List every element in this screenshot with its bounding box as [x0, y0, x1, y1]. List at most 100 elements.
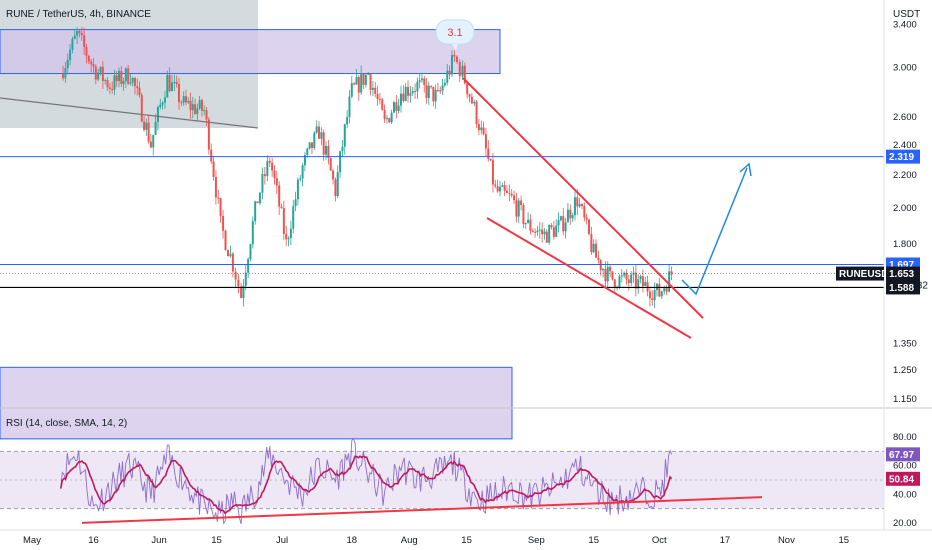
rsi-line[interactable] [60, 437, 673, 525]
candle-body [494, 184, 497, 187]
candle-body [341, 146, 344, 152]
candle-body [115, 75, 118, 82]
candle-body [147, 122, 150, 142]
candle-body [318, 126, 320, 139]
candle-body [491, 160, 494, 185]
wedge-upper-line[interactable] [462, 77, 704, 319]
candle-body [420, 78, 423, 81]
candle-body [325, 145, 328, 155]
projection-path[interactable] [681, 167, 748, 296]
rsi-value-badge: 67.97 [889, 450, 914, 461]
price-tick-label: 3.400 [893, 20, 917, 31]
candle-body [244, 272, 247, 286]
candle-body [85, 46, 88, 56]
candle-body [658, 283, 661, 297]
candle-body [441, 85, 444, 91]
candle-body [71, 38, 74, 50]
price-axis[interactable]: 3.4003.0002.6002.4002.2002.0001.8001.588… [893, 20, 917, 405]
candle-body [357, 77, 360, 93]
candle-body [425, 85, 428, 98]
candle-body [423, 78, 426, 86]
candle-body [390, 112, 393, 123]
candle-body [407, 86, 410, 96]
candle-body [294, 199, 297, 207]
candle-body [592, 243, 595, 253]
candle-body [94, 66, 97, 80]
candle-body [159, 104, 162, 108]
candle-body [184, 96, 187, 103]
candle-body [385, 118, 388, 120]
candle-body [634, 272, 637, 289]
candle-body [66, 59, 69, 69]
rsi-title[interactable]: RSI (14, close, SMA, 14, 2) [6, 418, 127, 429]
candle-body [113, 75, 116, 90]
rsi-tick-label: 40.00 [893, 489, 917, 500]
candle-body [557, 220, 560, 226]
badge-support: 1.588 [889, 283, 914, 294]
callout-tail [452, 44, 458, 51]
candle-body [559, 216, 562, 221]
rsi-axis[interactable]: 80.00 60.00 40.00 20.00 67.97 50.84 [886, 432, 920, 529]
candle-body [392, 102, 395, 113]
wedge-lower-line[interactable] [486, 217, 692, 339]
rsi-pane[interactable] [0, 437, 884, 525]
candle-body [470, 96, 473, 104]
candle-body [555, 225, 558, 237]
candle-body [249, 244, 252, 259]
candle-body [663, 288, 666, 292]
candle-body [180, 102, 183, 104]
candle-body [583, 206, 586, 218]
candle-body [166, 75, 169, 98]
peak-callout[interactable]: 3.1 [435, 19, 475, 51]
symbol-title[interactable]: RUNE / TetherUS, 4h, BINANCE [6, 9, 151, 20]
candle-body [573, 197, 576, 216]
candle-body [261, 174, 264, 193]
callout-value: 3.1 [447, 27, 462, 39]
time-axis[interactable]: May 16 Jun 15 Jul 18 Aug 15 Sep 15 Oct 17 Nov 15 [23, 535, 849, 546]
candle-body [143, 121, 146, 130]
candle-body [436, 89, 439, 91]
candle-body [538, 229, 541, 231]
candles-layer[interactable] [62, 27, 673, 309]
candle-body [660, 291, 663, 297]
candle-body [648, 291, 651, 299]
candle-body [411, 90, 414, 94]
rsi-ma-line[interactable] [59, 455, 673, 515]
badge-level-high: 2.319 [889, 152, 914, 163]
candle-body [463, 65, 466, 84]
candle-body [498, 186, 501, 192]
candle-body [129, 82, 132, 84]
candle-body [458, 62, 461, 77]
candle-body [154, 121, 157, 135]
candle-body [210, 149, 213, 162]
candle-body [133, 78, 136, 87]
candle-body [468, 94, 471, 97]
rsi-trendline[interactable] [81, 496, 763, 524]
candle-body [651, 298, 654, 301]
symbol-badge-bg [836, 266, 884, 281]
candle-body [90, 61, 93, 65]
candle-body [207, 119, 210, 150]
candle-body [517, 200, 520, 217]
candle-body [217, 197, 220, 199]
overlays-layer[interactable] [0, 77, 884, 339]
time-tick-label: 15 [211, 535, 222, 546]
candle-body [161, 102, 164, 105]
consolidation-trendline[interactable] [0, 97, 259, 129]
candle-body [590, 234, 593, 253]
candle-body [353, 83, 356, 85]
candle-body [101, 66, 104, 81]
candle-body [275, 178, 278, 186]
candle-body [156, 107, 159, 122]
candle-body [287, 238, 290, 240]
current-price-badge: 1.653 [889, 269, 914, 280]
candle-body [439, 90, 442, 92]
candle-body [515, 200, 518, 217]
candle-body [62, 73, 65, 79]
candle-body [508, 192, 511, 194]
candle-body [430, 85, 433, 87]
candle-body [339, 151, 342, 173]
candle-body [76, 31, 79, 36]
demand-zone[interactable] [0, 366, 513, 440]
